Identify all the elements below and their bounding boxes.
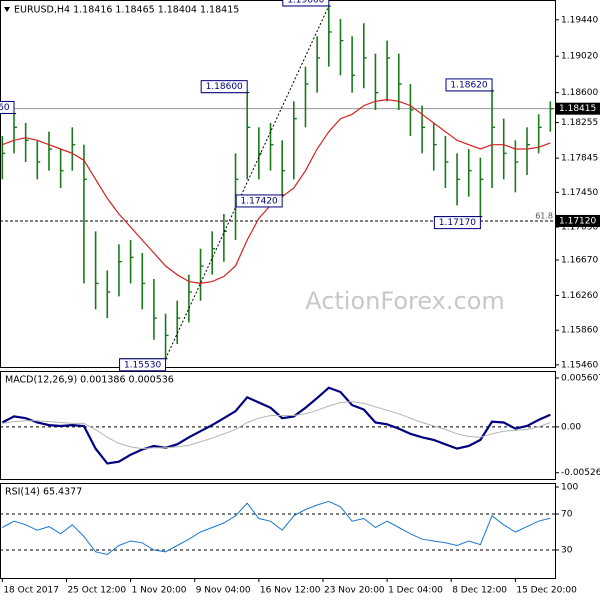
annotation-box bbox=[0, 100, 15, 114]
annotation-label: 1.18600 bbox=[206, 82, 243, 92]
annotation-box bbox=[200, 80, 248, 94]
y-tick-label: 1.15860 bbox=[561, 326, 598, 336]
annotation-label: 1.18620 bbox=[450, 80, 487, 90]
series-line bbox=[2, 401, 551, 450]
series-line bbox=[2, 500, 551, 556]
price-tag-label: 1.17120 bbox=[559, 216, 596, 226]
x-tick-label: 15 Dec 20:00 bbox=[516, 586, 577, 596]
annotation-label: 1.18360 bbox=[0, 103, 10, 113]
annotation-label: 1.17170 bbox=[439, 218, 476, 228]
y-tick-label: 1.18600 bbox=[561, 88, 598, 98]
y-tick-label: 1.17845 bbox=[561, 154, 598, 164]
annotation-label: 1.19600 bbox=[287, 0, 324, 5]
price-tag bbox=[556, 214, 600, 227]
y-tick-label: 0.00 bbox=[561, 422, 581, 432]
y-tick-label: 1.19020 bbox=[561, 52, 598, 62]
price-tag-label: 1.18415 bbox=[559, 104, 596, 114]
y-tick-label: 1.16670 bbox=[561, 255, 598, 265]
y-tick-label: 1.17450 bbox=[561, 188, 598, 198]
annotation-box bbox=[119, 358, 167, 372]
y-tick-label: 100 bbox=[561, 483, 578, 493]
annotation-box bbox=[445, 78, 493, 92]
watermark: ActionForex.com bbox=[305, 287, 505, 315]
y-tick-label: 1.15460 bbox=[561, 360, 598, 370]
x-tick-label: 25 Oct 12:00 bbox=[67, 586, 126, 596]
y-tick-label: 70 bbox=[561, 510, 573, 520]
price-panel bbox=[0, 0, 556, 368]
x-tick-label: 1 Nov 20:00 bbox=[132, 586, 187, 596]
series-line bbox=[1, 386, 551, 465]
annotation-box bbox=[433, 216, 481, 230]
panel-title: EURUSD,H4 1.18416 1.18465 1.18404 1.1841… bbox=[14, 5, 239, 16]
y-tick-label: 1.18255 bbox=[561, 118, 598, 128]
y-tick-label: 1.19440 bbox=[561, 15, 598, 25]
macd-panel bbox=[0, 371, 556, 480]
annotation-label: 1.17420 bbox=[241, 196, 278, 206]
annotation-label: 1.15530 bbox=[124, 360, 161, 370]
price-tag bbox=[556, 102, 600, 115]
y-tick-label: 0.005607 bbox=[561, 374, 600, 384]
trend-line bbox=[165, 5, 330, 360]
annotation-box bbox=[282, 0, 330, 7]
x-tick-label: 18 Oct 2017 bbox=[3, 586, 59, 596]
x-tick-label: 9 Nov 04:00 bbox=[196, 586, 251, 596]
x-tick-label: 1 Dec 04:00 bbox=[388, 586, 443, 596]
y-tick-label: 1.16260 bbox=[561, 291, 598, 301]
rsi-panel bbox=[0, 483, 556, 579]
x-tick-label: 23 Nov 20:00 bbox=[324, 586, 385, 596]
y-tick-label: 1.17050 bbox=[561, 223, 598, 233]
panel-title: RSI(14) 65.4377 bbox=[5, 487, 82, 498]
y-tick-label: 30 bbox=[561, 546, 573, 556]
annotation-box bbox=[235, 194, 283, 208]
menu-icon bbox=[4, 7, 10, 12]
panel-title: MACD(12,26,9) 0.001386 0.000536 bbox=[5, 375, 174, 386]
x-tick-label: 16 Nov 12:00 bbox=[260, 586, 321, 596]
y-tick-label: -0.005267 bbox=[561, 468, 600, 478]
x-tick-label: 8 Dec 12:00 bbox=[452, 586, 507, 596]
level-note: 61.8 bbox=[535, 211, 553, 220]
